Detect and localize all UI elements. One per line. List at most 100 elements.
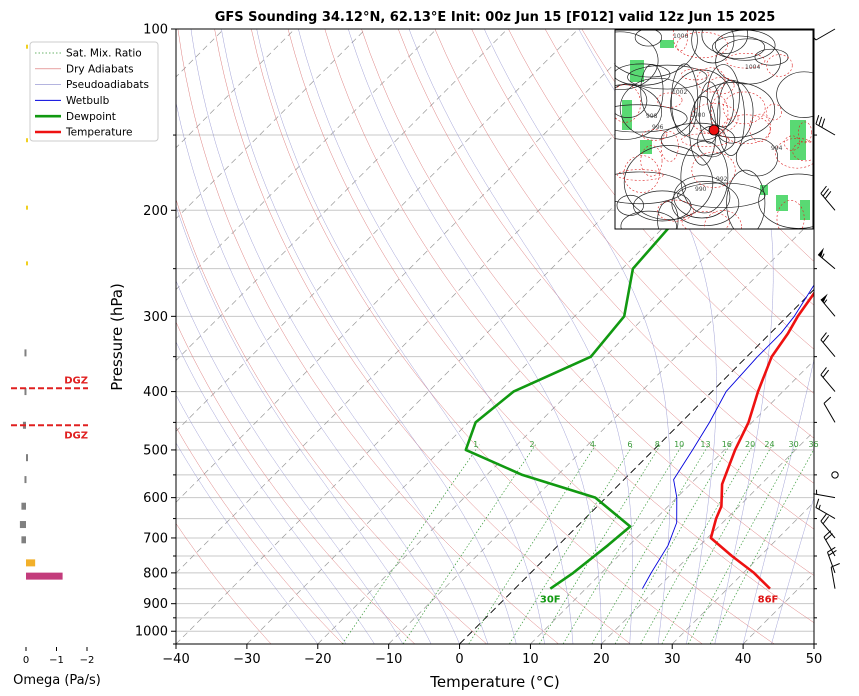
mixing-ratio-line [342, 444, 480, 644]
temperature-contour [710, 96, 729, 132]
barb-flag [820, 513, 827, 522]
y-tick-label: 400 [143, 385, 168, 400]
omega-panel: DGZ DGZ 0 −1 −2 Omega (Pa/s) [11, 44, 101, 688]
isotherm-line [176, 29, 437, 291]
dry-adiabat [214, 29, 631, 644]
dry-adiabat [434, 29, 814, 484]
contour [633, 190, 692, 222]
pseudoadiabat [742, 358, 814, 644]
isobar-label: 994 [771, 145, 783, 152]
isotherm-line [459, 288, 814, 644]
barb-pennant [818, 247, 824, 258]
chart-title: GFS Sounding 34.12°N, 62.13°E Init: 00z … [215, 10, 776, 25]
temperature-contour [721, 114, 771, 145]
wind-barb [813, 489, 836, 499]
mixing-ratio-label: 20 [745, 440, 755, 449]
barb-flag [820, 367, 827, 376]
isobar-label: 1000 [690, 112, 705, 119]
dry-adiabat [397, 29, 814, 530]
barb-shaft [820, 193, 836, 211]
wind-barb [820, 332, 836, 358]
dry-adiabat [251, 29, 703, 644]
temperature-contour [690, 102, 739, 134]
barb-flag [824, 191, 832, 199]
barb-shaft [823, 536, 836, 557]
x-tick-label: −40 [162, 652, 189, 667]
pseudoadiabat [696, 29, 774, 644]
inset-content: 1006 1004 1002 1000 998 996 994 992 990 [615, 30, 813, 229]
wind-barb [815, 498, 836, 520]
omega-bar [26, 261, 28, 266]
isobar-label: 996 [652, 124, 664, 131]
pseudoadiabat [771, 496, 814, 644]
contour [660, 122, 736, 157]
barb-flag [822, 188, 830, 197]
barb-half-flag [823, 299, 828, 304]
wind-barb [820, 293, 836, 317]
legend-label: Pseudoadiabats [66, 79, 149, 91]
x-tick-label: 10 [522, 652, 539, 667]
temperature-contour [681, 133, 730, 147]
mixing-ratio-label: 13 [700, 440, 710, 449]
omega-bar [26, 454, 28, 462]
wind-barb [820, 513, 836, 539]
contour [620, 210, 677, 229]
barb-flag [820, 332, 827, 341]
pseudoadiabat [190, 29, 489, 644]
omega-bar [26, 559, 36, 567]
temperature-contour [615, 84, 641, 123]
x-tick-label: 20 [593, 652, 610, 667]
dewpoint-line [464, 114, 814, 590]
y-tick-label: 200 [143, 204, 168, 219]
omega-bar [26, 44, 28, 49]
dry-adiabat [544, 29, 814, 350]
wind-barb [820, 367, 836, 392]
legend-label: Dewpoint [66, 111, 116, 123]
temperature-contour [616, 169, 664, 181]
omega-bar [21, 502, 26, 510]
temperature-contour [797, 121, 812, 144]
temperature-contour [681, 211, 730, 229]
barb-shaft [827, 552, 836, 574]
y-axis-label: Pressure (hPa) [108, 283, 126, 391]
y-tick-label: 300 [143, 310, 168, 325]
contour [619, 77, 696, 139]
contour [693, 82, 776, 138]
inset-map: 1006 1004 1002 1000 998 996 994 992 990 [614, 29, 814, 230]
mixing-ratio-label: 10 [674, 440, 684, 449]
isotherm-line [671, 501, 814, 644]
wind-barb [831, 471, 839, 479]
contour [615, 63, 671, 86]
mixing-ratio-label: 1 [473, 440, 478, 449]
contour [726, 169, 766, 229]
temperature-contour [660, 131, 679, 162]
omega-bar [21, 536, 26, 544]
dry-adiabat [471, 29, 814, 439]
dry-adiabat [176, 523, 272, 644]
barb-flag [822, 334, 830, 343]
contour [615, 30, 698, 78]
contour [671, 181, 740, 227]
temperature-contour [623, 155, 660, 193]
isotherm-line [317, 147, 814, 644]
dgz-label: DGZ [64, 430, 88, 441]
temperature-contour [784, 135, 801, 151]
y-tick-label: 1000 [135, 625, 168, 640]
x-tick-label: −30 [233, 652, 260, 667]
dry-adiabat [324, 29, 814, 623]
precip-area [776, 195, 788, 211]
pseudoadiabat [298, 29, 574, 644]
barb-shaft [815, 507, 836, 520]
temperature-contour [642, 129, 668, 141]
temperature-contour [681, 68, 710, 81]
contour [776, 71, 813, 118]
axis-ticks: −40 −30 −20 −10 0 10 20 30 40 50 100 200 300 400 500 60… [135, 23, 822, 668]
wind-barb [823, 396, 836, 423]
pseudoadiabat [484, 29, 671, 644]
temperature-contour [657, 199, 694, 222]
temperature-contour [691, 151, 736, 188]
x-tick-label: 30 [664, 652, 681, 667]
temperature-contour [765, 103, 782, 121]
barb-flag [825, 533, 833, 541]
temperature-contour [792, 141, 813, 162]
